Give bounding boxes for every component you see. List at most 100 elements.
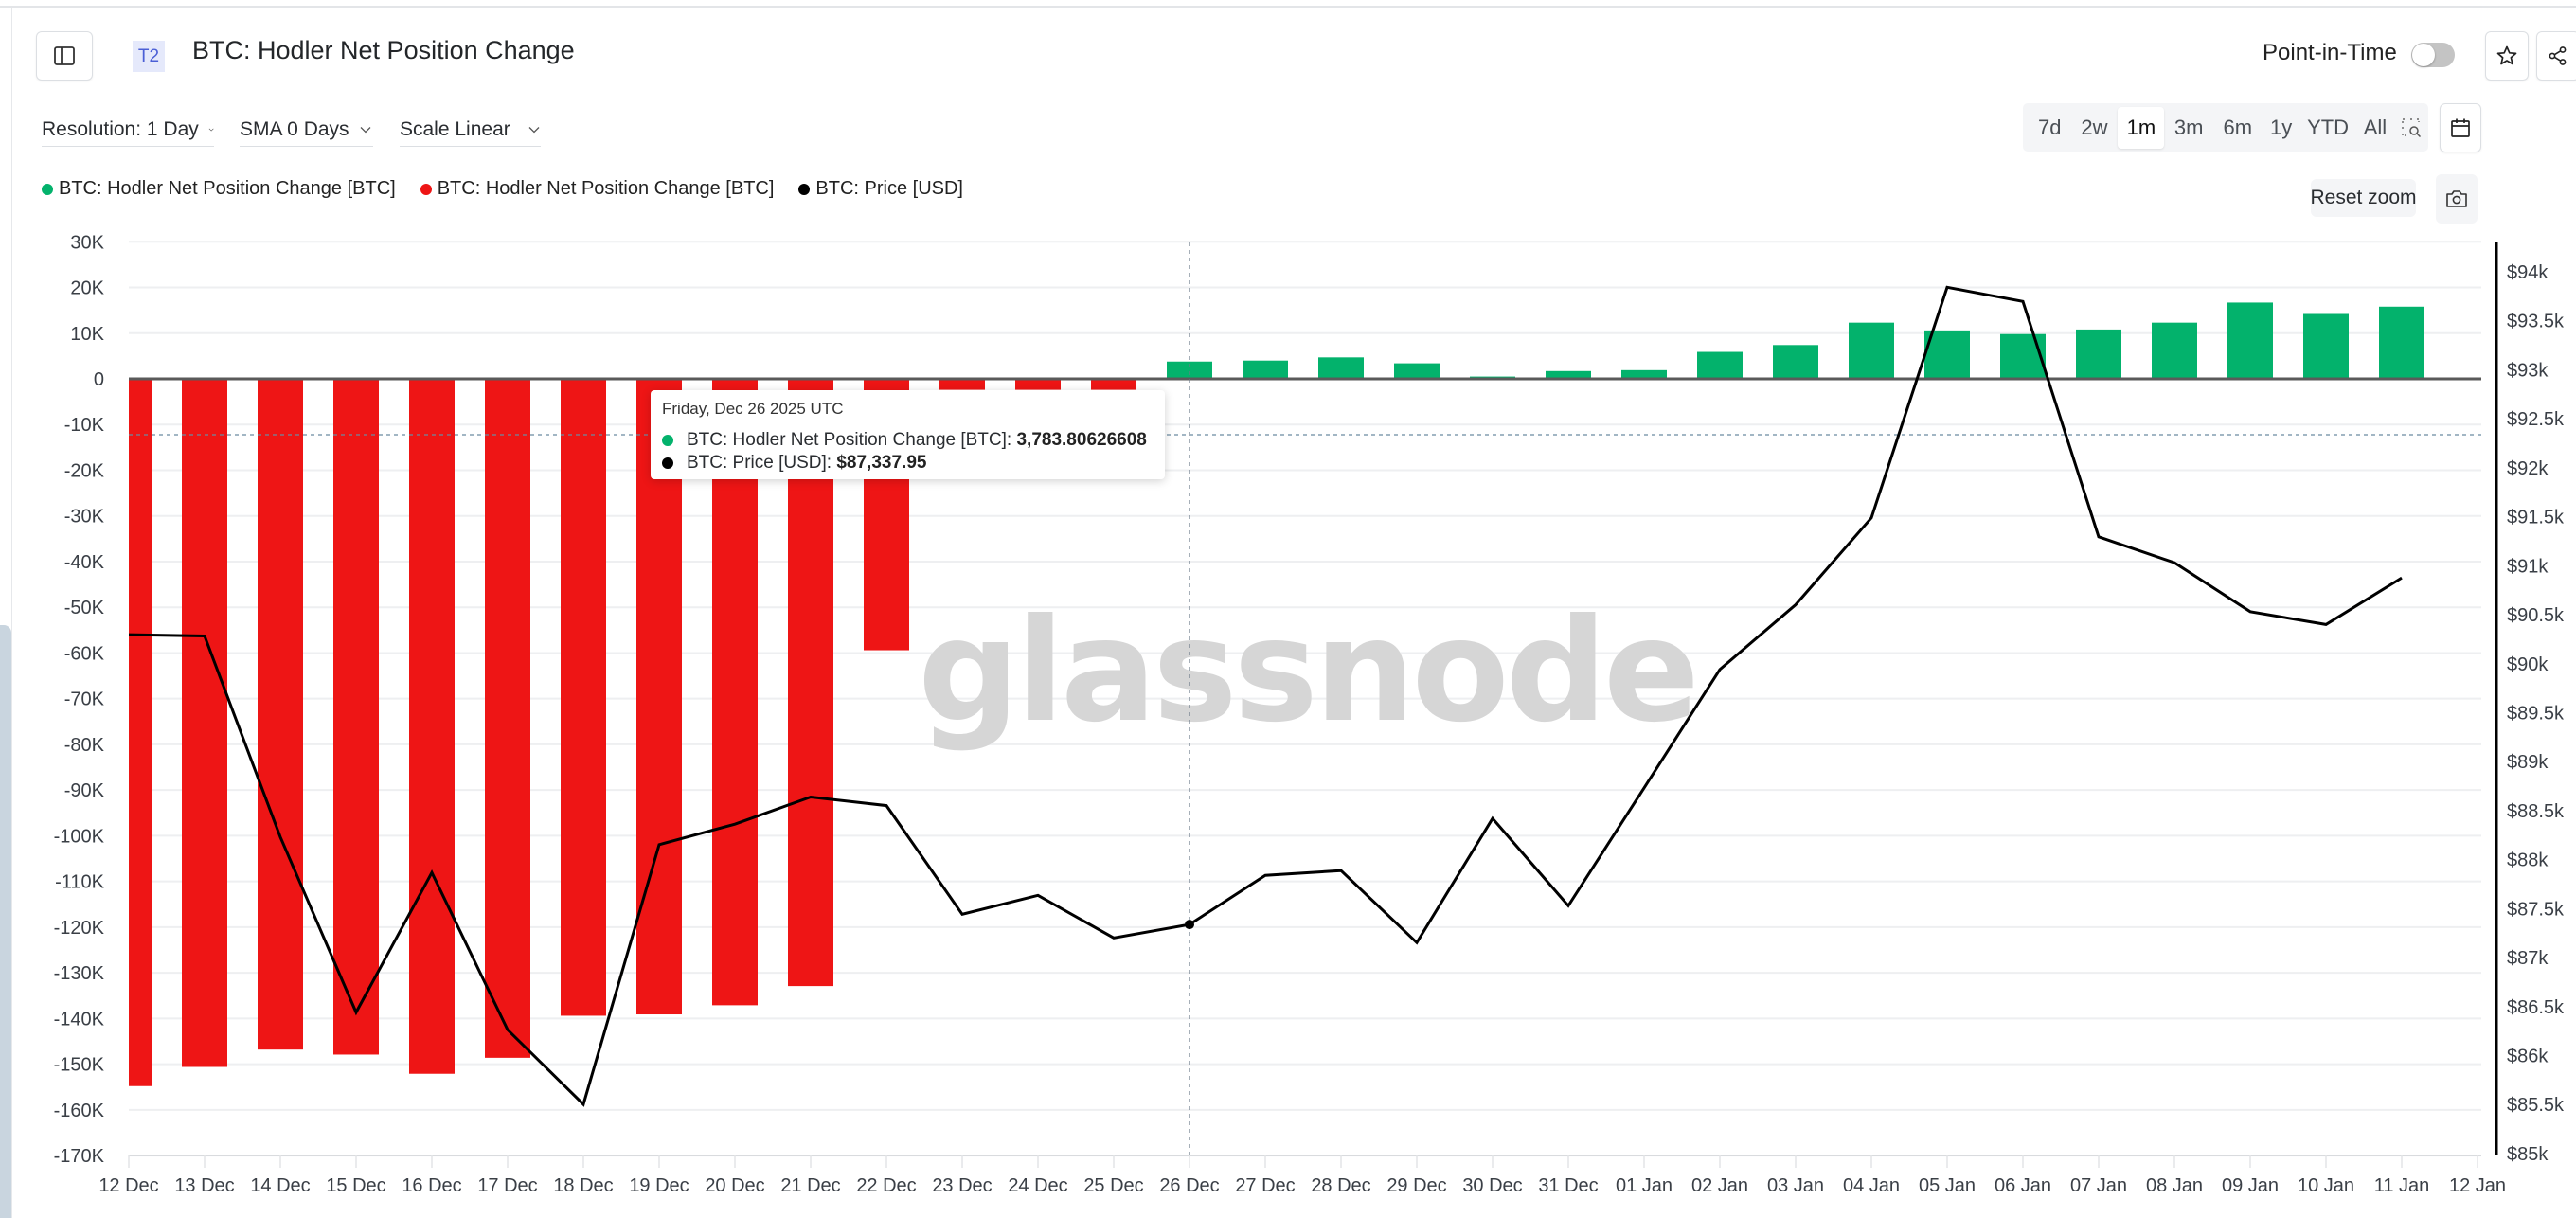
svg-text:$86.5k: $86.5k bbox=[2507, 997, 2565, 1018]
svg-text:02 Jan: 02 Jan bbox=[1691, 1175, 1748, 1196]
scale-value: Scale Linear bbox=[400, 118, 510, 140]
svg-text:11 Jan: 11 Jan bbox=[2374, 1175, 2430, 1196]
svg-text:-40K: -40K bbox=[64, 552, 105, 573]
tooltip-label: BTC: Price [USD]: bbox=[687, 453, 832, 473]
legend-label: BTC: Hodler Net Position Change [BTC] bbox=[59, 178, 396, 199]
svg-text:08 Jan: 08 Jan bbox=[2146, 1175, 2203, 1196]
svg-text:12 Jan: 12 Jan bbox=[2449, 1175, 2506, 1196]
tooltip-row-net-position: BTC: Hodler Net Position Change [BTC]: 3… bbox=[662, 430, 1147, 451]
reset-zoom-button[interactable]: Reset zoom bbox=[2310, 179, 2417, 217]
svg-text:-70K: -70K bbox=[64, 690, 105, 710]
chart-tooltip: Friday, Dec 26 2025 UTC BTC: Hodler Net … bbox=[651, 390, 1165, 479]
svg-text:-60K: -60K bbox=[64, 643, 105, 664]
svg-text:27 Dec: 27 Dec bbox=[1235, 1175, 1295, 1196]
tooltip-dot-green bbox=[662, 435, 673, 446]
right-y-axis: $94k $93.5k $93k $92.5k $92k $91.5k $91k $90.5k… bbox=[2495, 242, 2565, 1165]
chart-legend: BTC: Hodler Net Position Change [BTC] BT… bbox=[42, 178, 988, 200]
svg-text:20 Dec: 20 Dec bbox=[705, 1175, 764, 1196]
zoom-area-icon bbox=[2402, 117, 2422, 137]
svg-text:09 Jan: 09 Jan bbox=[2222, 1175, 2279, 1196]
svg-text:-30K: -30K bbox=[64, 507, 105, 528]
svg-text:17 Dec: 17 Dec bbox=[477, 1175, 537, 1196]
favorite-button[interactable] bbox=[2485, 31, 2529, 81]
range-1m-button[interactable]: 1m bbox=[2118, 106, 2165, 149]
svg-text:-110K: -110K bbox=[55, 872, 105, 893]
svg-text:21 Dec: 21 Dec bbox=[780, 1175, 840, 1196]
legend-label: BTC: Hodler Net Position Change [BTC] bbox=[437, 178, 775, 199]
svg-text:$92k: $92k bbox=[2507, 458, 2549, 479]
chevron-down-icon bbox=[528, 127, 540, 134]
svg-text:06 Jan: 06 Jan bbox=[1995, 1175, 2051, 1196]
range-all-button[interactable]: All bbox=[2363, 115, 2388, 139]
sidebar-scrollbar[interactable] bbox=[0, 625, 11, 1218]
screenshot-button[interactable] bbox=[2436, 174, 2478, 224]
legend-item-price[interactable]: BTC: Price [USD] bbox=[798, 178, 963, 200]
sidebar-toggle-button[interactable] bbox=[36, 31, 93, 81]
svg-text:12 Dec: 12 Dec bbox=[98, 1175, 158, 1196]
svg-text:22 Dec: 22 Dec bbox=[856, 1175, 916, 1196]
svg-text:03 Jan: 03 Jan bbox=[1767, 1175, 1824, 1196]
sma-value: SMA 0 Days bbox=[240, 118, 349, 140]
resolution-dropdown[interactable]: Resolution: 1 Day bbox=[42, 114, 214, 147]
legend-item-positive[interactable]: BTC: Hodler Net Position Change [BTC] bbox=[42, 178, 396, 200]
share-button[interactable] bbox=[2536, 31, 2576, 81]
price-line bbox=[128, 285, 2403, 1107]
left-y-axis: 30K 20K 10K 0 -10K -20K -30K -40K -50K -60K -70K -8… bbox=[54, 232, 105, 1167]
date-picker-button[interactable] bbox=[2440, 103, 2481, 152]
svg-text:07 Jan: 07 Jan bbox=[2070, 1175, 2127, 1196]
bar-series bbox=[129, 302, 2424, 1086]
svg-text:$86k: $86k bbox=[2507, 1047, 2549, 1067]
svg-text:30K: 30K bbox=[70, 232, 104, 253]
point-in-time-toggle[interactable] bbox=[2411, 43, 2455, 67]
svg-text:28 Dec: 28 Dec bbox=[1311, 1175, 1370, 1196]
svg-text:23 Dec: 23 Dec bbox=[932, 1175, 992, 1196]
svg-text:$94k: $94k bbox=[2507, 262, 2549, 283]
zoom-select-button[interactable] bbox=[2394, 107, 2428, 149]
svg-text:$92.5k: $92.5k bbox=[2507, 409, 2565, 430]
svg-text:-10K: -10K bbox=[64, 415, 105, 436]
svg-text:14 Dec: 14 Dec bbox=[250, 1175, 310, 1196]
svg-text:$88.5k: $88.5k bbox=[2507, 801, 2565, 822]
sma-dropdown[interactable]: SMA 0 Days bbox=[240, 114, 373, 147]
panel-border bbox=[11, 8, 12, 1218]
svg-text:$89.5k: $89.5k bbox=[2507, 703, 2565, 724]
top-border bbox=[0, 0, 2576, 8]
range-7d-button[interactable]: 7d bbox=[2038, 115, 2062, 139]
svg-text:$91.5k: $91.5k bbox=[2507, 508, 2565, 528]
svg-text:$93k: $93k bbox=[2507, 360, 2549, 381]
svg-text:$90.5k: $90.5k bbox=[2507, 605, 2565, 626]
svg-text:30 Dec: 30 Dec bbox=[1462, 1175, 1522, 1196]
svg-text:16 Dec: 16 Dec bbox=[402, 1175, 461, 1196]
range-1y-button[interactable]: 1y bbox=[2270, 115, 2293, 139]
svg-text:-140K: -140K bbox=[54, 1009, 105, 1030]
svg-text:15 Dec: 15 Dec bbox=[326, 1175, 385, 1196]
range-6m-button[interactable]: 6m bbox=[2223, 115, 2253, 139]
svg-text:10 Jan: 10 Jan bbox=[2298, 1175, 2354, 1196]
svg-text:$88k: $88k bbox=[2507, 851, 2549, 871]
x-axis: 12 Dec 13 Dec 14 Dec 15 Dec 16 Dec 17 Dec 18 D… bbox=[98, 1155, 2506, 1196]
page-title: BTC: Hodler Net Position Change bbox=[192, 36, 575, 64]
svg-text:-20K: -20K bbox=[64, 460, 105, 481]
svg-text:01 Jan: 01 Jan bbox=[1616, 1175, 1673, 1196]
tooltip-dot-black bbox=[662, 457, 673, 469]
svg-text:04 Jan: 04 Jan bbox=[1843, 1175, 1900, 1196]
svg-text:0: 0 bbox=[94, 369, 104, 390]
legend-label: BTC: Price [USD] bbox=[815, 178, 963, 199]
scale-dropdown[interactable]: Scale Linear bbox=[400, 114, 541, 147]
svg-text:18 Dec: 18 Dec bbox=[553, 1175, 613, 1196]
svg-text:19 Dec: 19 Dec bbox=[629, 1175, 689, 1196]
svg-text:26 Dec: 26 Dec bbox=[1159, 1175, 1219, 1196]
svg-text:31 Dec: 31 Dec bbox=[1538, 1175, 1598, 1196]
svg-text:20K: 20K bbox=[70, 278, 104, 299]
svg-text:$93.5k: $93.5k bbox=[2507, 312, 2565, 332]
legend-dot-black bbox=[798, 183, 811, 195]
svg-text:-150K: -150K bbox=[54, 1055, 105, 1076]
range-ytd-button[interactable]: YTD bbox=[2307, 115, 2350, 139]
range-3m-button[interactable]: 3m bbox=[2174, 115, 2204, 139]
chevron-down-icon bbox=[208, 128, 214, 132]
legend-dot-green bbox=[42, 183, 53, 195]
svg-text:$85k: $85k bbox=[2507, 1144, 2549, 1165]
legend-item-negative[interactable]: BTC: Hodler Net Position Change [BTC] bbox=[420, 178, 775, 200]
range-2w-button[interactable]: 2w bbox=[2081, 115, 2108, 139]
